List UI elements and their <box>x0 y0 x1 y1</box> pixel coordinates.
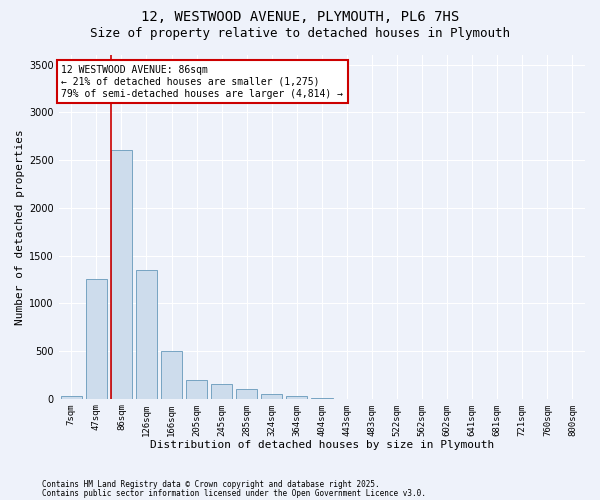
Bar <box>186 380 207 398</box>
Bar <box>136 270 157 398</box>
Text: Contains HM Land Registry data © Crown copyright and database right 2025.: Contains HM Land Registry data © Crown c… <box>42 480 380 489</box>
Text: 12, WESTWOOD AVENUE, PLYMOUTH, PL6 7HS: 12, WESTWOOD AVENUE, PLYMOUTH, PL6 7HS <box>141 10 459 24</box>
Text: 12 WESTWOOD AVENUE: 86sqm
← 21% of detached houses are smaller (1,275)
79% of se: 12 WESTWOOD AVENUE: 86sqm ← 21% of detac… <box>61 66 343 98</box>
Bar <box>61 396 82 398</box>
Bar <box>86 280 107 398</box>
X-axis label: Distribution of detached houses by size in Plymouth: Distribution of detached houses by size … <box>150 440 494 450</box>
Bar <box>111 150 132 398</box>
Text: Contains public sector information licensed under the Open Government Licence v3: Contains public sector information licen… <box>42 490 426 498</box>
Bar <box>286 396 307 398</box>
Y-axis label: Number of detached properties: Number of detached properties <box>15 129 25 324</box>
Bar <box>161 351 182 399</box>
Bar <box>211 384 232 398</box>
Text: Size of property relative to detached houses in Plymouth: Size of property relative to detached ho… <box>90 28 510 40</box>
Bar <box>236 389 257 398</box>
Bar <box>261 394 283 398</box>
